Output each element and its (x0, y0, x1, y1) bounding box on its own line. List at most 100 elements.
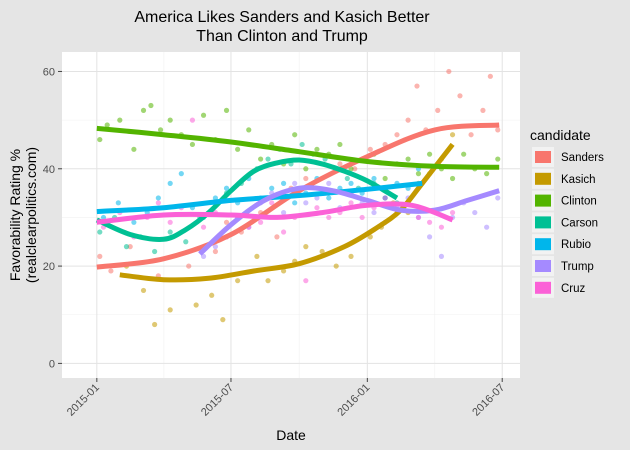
data-point-clinton (292, 132, 298, 138)
data-point-cruz (303, 278, 309, 284)
data-point-trump (426, 234, 433, 240)
data-point-rubio (212, 195, 219, 201)
data-point-carson (183, 239, 189, 245)
smooth-curves (95, 122, 500, 283)
data-point-cruz (449, 209, 456, 216)
data-point-clinton (223, 107, 230, 113)
data-point-sanders (435, 107, 441, 113)
y-axis-label-source: (realclearpolitics.com) (23, 147, 39, 283)
data-point-clinton (167, 117, 173, 123)
data-point-sanders (97, 253, 103, 259)
data-point-rubio (115, 200, 121, 206)
data-point-kasich (319, 248, 325, 255)
legend-label-cruz: Cruz (561, 283, 586, 295)
legend-label-sanders: Sanders (561, 152, 604, 164)
data-point-sanders (212, 248, 219, 255)
data-point-sanders (186, 263, 192, 269)
data-point-kasich (209, 292, 215, 298)
trend-line-carson (95, 157, 399, 242)
data-point-trump (280, 209, 287, 216)
data-point-clinton (246, 127, 252, 133)
data-point-clinton (405, 156, 411, 162)
y-tick-label: 40 (43, 164, 55, 176)
data-point-clinton (348, 166, 354, 172)
data-point-trump (314, 195, 320, 201)
legend-key-cruz (535, 281, 551, 294)
data-point-rubio (131, 219, 137, 225)
data-point-clinton (337, 141, 343, 148)
data-point-cruz (269, 200, 275, 206)
data-point-sanders (480, 107, 486, 113)
data-point-rubio (155, 195, 161, 201)
legend-key-clinton (535, 194, 551, 207)
data-point-kasich (254, 253, 260, 259)
data-point-cruz (326, 214, 332, 221)
data-point-sanders (394, 132, 400, 138)
data-point-clinton (117, 117, 123, 123)
data-point-clinton (104, 122, 110, 128)
data-point-rubio (371, 175, 377, 182)
data-point-cruz (359, 214, 365, 221)
data-point-clinton (484, 171, 490, 177)
legend-key-carson (535, 216, 551, 229)
data-point-sanders (367, 146, 373, 152)
data-point-cruz (348, 200, 354, 206)
data-point-clinton (157, 127, 164, 133)
y-axis-ticks: 0 20 40 60 (43, 66, 62, 370)
data-point-sanders (223, 219, 230, 225)
y-tick-label: 0 (49, 358, 55, 370)
data-point-kasich (348, 253, 354, 259)
data-point-carson (167, 229, 173, 235)
data-point-kasich (140, 287, 147, 294)
data-point-rubio (269, 185, 275, 191)
data-point-cruz (438, 224, 445, 230)
data-point-cruz (314, 205, 320, 211)
data-point-clinton (314, 146, 320, 152)
legend-key-trump (535, 260, 551, 272)
data-point-cruz (415, 214, 422, 221)
data-point-rubio (326, 195, 332, 201)
data-point-clinton (382, 175, 388, 182)
data-point-cruz (426, 219, 433, 225)
data-point-cruz (167, 219, 173, 225)
data-point-rubio (292, 200, 298, 206)
data-point-kasich (333, 263, 339, 269)
data-point-clinton (189, 141, 196, 148)
data-point-kasich (449, 132, 456, 138)
y-tick-label: 60 (43, 66, 55, 78)
data-point-rubio (280, 180, 287, 186)
data-point-clinton (426, 151, 433, 157)
data-point-cruz (258, 219, 264, 225)
data-point-clinton (461, 151, 467, 157)
legend-label-kasich: Kasich (561, 174, 596, 186)
legend-label-trump: Trump (561, 261, 594, 273)
data-point-clinton (235, 146, 241, 152)
legend: candidate Sanders Kasich Clinton Carson Rubi… (530, 127, 604, 298)
data-point-trump (472, 209, 478, 216)
data-point-clinton (97, 136, 103, 143)
data-point-cruz (189, 117, 196, 123)
data-point-trump (303, 200, 309, 206)
trend-line-kasich (119, 142, 455, 283)
legend-key-sanders (535, 151, 551, 163)
data-point-rubio (348, 180, 354, 186)
data-point-clinton (148, 102, 154, 109)
data-point-carson (299, 141, 305, 148)
data-point-clinton (140, 107, 147, 113)
data-point-clinton (200, 112, 207, 118)
data-point-clinton (415, 171, 422, 177)
legend-label-rubio: Rubio (561, 239, 591, 251)
data-point-kasich (152, 321, 158, 328)
legend-key-rubio (535, 238, 551, 251)
data-point-cruz (382, 195, 388, 201)
data-point-sanders (457, 93, 463, 99)
data-point-kasich (167, 307, 173, 313)
legend-key-kasich (535, 172, 551, 185)
data-point-carson (152, 248, 158, 255)
chart-title: America Likes Sanders and Kasich Better (134, 9, 430, 26)
data-point-trump (438, 253, 445, 259)
data-point-carson (265, 156, 271, 162)
data-point-rubio (223, 185, 230, 191)
trend-line-rubio (96, 180, 423, 215)
data-point-kasich (220, 317, 226, 323)
